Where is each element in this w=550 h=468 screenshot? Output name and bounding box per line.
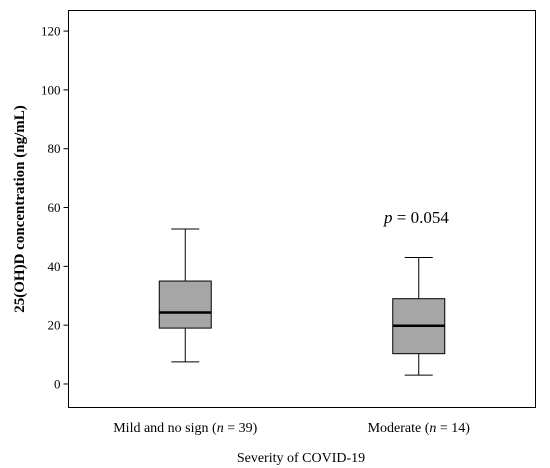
y-tick-label: 0	[54, 376, 61, 391]
boxes-layer	[158, 228, 446, 376]
x-tick-label: Moderate (n = 14)	[368, 421, 471, 436]
p-value-annotation: p = 0.054	[383, 208, 449, 227]
y-axis-title: 25(OH)D concentration (ng/mL)	[12, 105, 28, 312]
x-tick-label: Mild and no sign (n = 39)	[113, 421, 257, 436]
y-tick-label: 80	[48, 141, 61, 156]
y-tick-label: 40	[48, 259, 61, 274]
iqr-box	[158, 280, 212, 329]
box-plot	[392, 257, 446, 376]
x-axis-labels: Mild and no sign (n = 39) Moderate (n = 1…	[113, 421, 470, 436]
x-axis-title: Severity of COVID-19	[237, 451, 365, 466]
plot-frame	[68, 10, 536, 408]
y-tick-label: 20	[48, 318, 61, 333]
y-tick-label: 60	[48, 200, 61, 215]
y-tick-label: 100	[41, 82, 61, 97]
y-tick-label: 120	[41, 24, 61, 39]
y-axis: 0 20 40 60 80 100 120	[41, 24, 69, 391]
box-plot	[158, 228, 212, 363]
